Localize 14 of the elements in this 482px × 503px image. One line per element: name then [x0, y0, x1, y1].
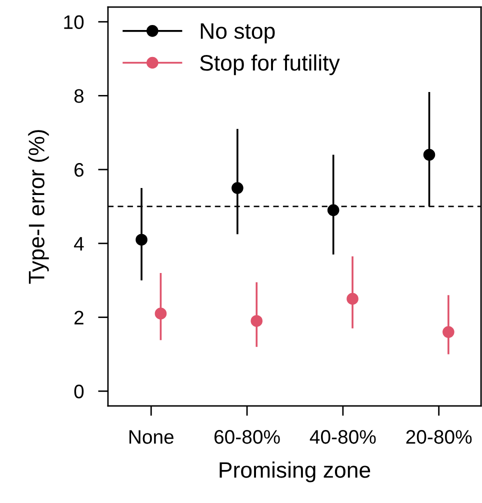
legend-label: No stop: [200, 23, 275, 44]
x-tick-label: None: [129, 430, 174, 444]
y-tick-label: 4: [74, 237, 84, 250]
x-tick-label: 40-80%: [310, 430, 376, 444]
y-tick-label: 2: [74, 310, 84, 324]
y-tick-label: 8: [74, 89, 84, 103]
legend-label: Stop for futility: [200, 54, 340, 76]
y-tick-label: 6: [74, 163, 84, 177]
x-tick-label: 20-80%: [406, 430, 472, 444]
y-tick-label: 10: [64, 15, 84, 30]
x-axis-title: Promising zone: [220, 462, 370, 482]
y-tick-label: 0: [74, 384, 84, 398]
x-tick-label: 60-80%: [214, 430, 280, 444]
y-axis-title: Type-I error (%): [28, 130, 49, 284]
